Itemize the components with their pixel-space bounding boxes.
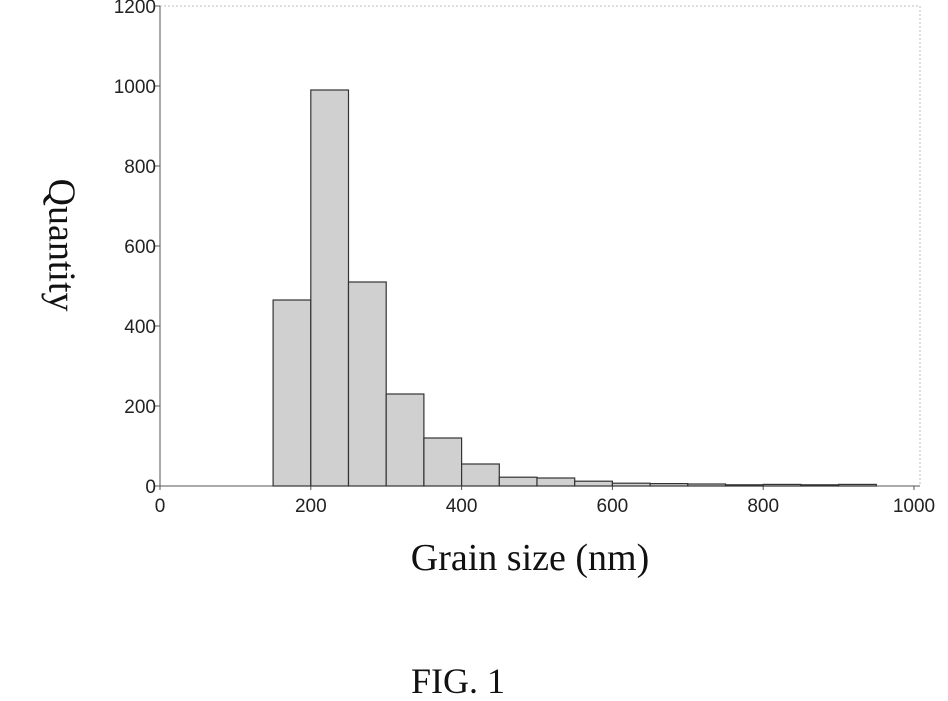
histogram-bar: [574, 480, 614, 487]
histogram-bar: [423, 437, 463, 487]
x-tick-group: 0 200 400 600 800 1000: [155, 486, 935, 517]
histogram-bar: [762, 483, 802, 487]
histogram-bar: [498, 476, 538, 487]
x-tick-label: 400: [446, 496, 478, 517]
histogram-bar: [687, 483, 727, 487]
x-axis-label: Grain size (nm): [411, 537, 649, 579]
y-tick-label: 0: [145, 477, 156, 498]
y-tick-label: 1200: [114, 0, 156, 18]
y-axis-label: Quantity: [40, 179, 82, 312]
y-tick-label: 600: [124, 237, 156, 258]
y-tick-label: 800: [124, 157, 156, 178]
histogram-bar: [461, 463, 500, 487]
x-tick-label: 1000: [893, 496, 935, 517]
y-tick-group: 0 200 400 600 800 1000 1200: [114, 0, 160, 498]
histogram-bar: [800, 484, 840, 487]
histogram-bar: [536, 477, 576, 487]
histogram-bar: [347, 281, 387, 487]
x-tick-label: 600: [597, 496, 629, 517]
x-tick-label: 200: [295, 496, 327, 517]
figure-caption: FIG. 1: [411, 661, 505, 701]
histogram-bar: [385, 393, 425, 487]
y-tick-label: 400: [124, 317, 156, 338]
histogram-bar: [649, 483, 689, 487]
histogram-bar: [724, 484, 764, 487]
y-tick-label: 200: [124, 397, 156, 418]
histogram-bar: [272, 299, 312, 487]
bars-group: [272, 89, 877, 487]
histogram-bar: [837, 483, 877, 487]
y-tick-label: 1000: [114, 77, 156, 98]
x-tick-label: 0: [155, 496, 166, 517]
x-tick-label: 800: [747, 496, 779, 517]
histogram-bar: [611, 482, 651, 487]
histogram-bar: [310, 89, 350, 487]
